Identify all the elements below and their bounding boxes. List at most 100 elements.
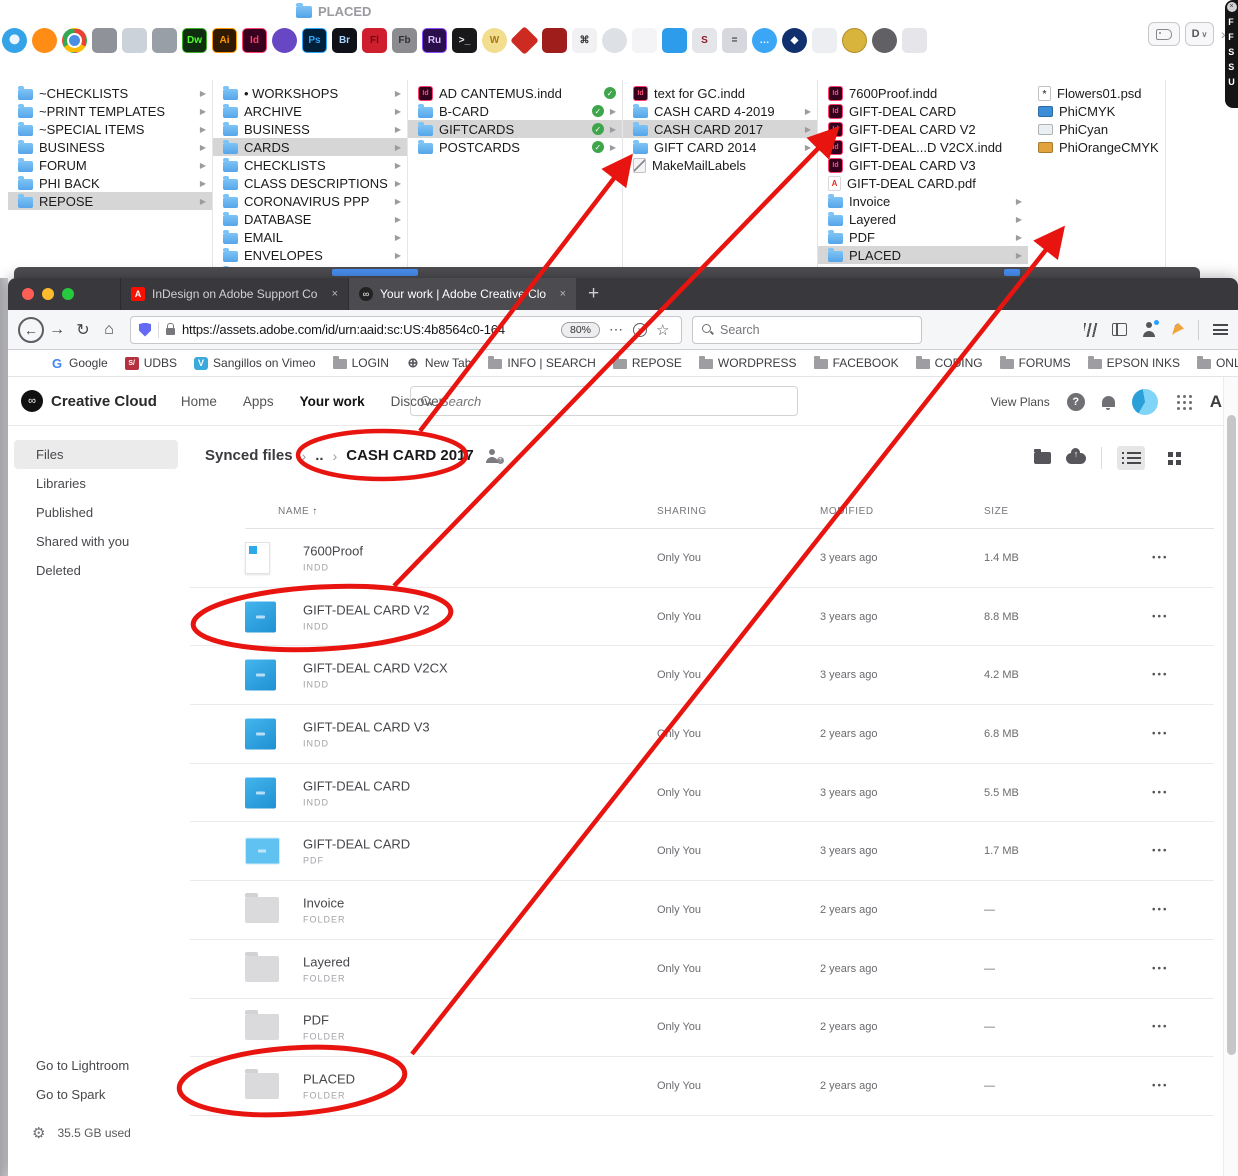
- app-icon[interactable]: ⌘: [572, 27, 597, 53]
- sidebar-item[interactable]: Published: [36, 505, 94, 520]
- app-icon[interactable]: [32, 27, 57, 53]
- file-row[interactable]: GIFT-DEAL CARD V3 INDD Only You 2 years …: [190, 705, 1214, 764]
- bookmark-item[interactable]: INFO | SEARCH: [488, 356, 596, 370]
- finder-item[interactable]: Invoice ✓ ▶: [818, 192, 1028, 210]
- account-icon[interactable]: [1141, 320, 1159, 337]
- tracking-protection-shield-icon[interactable]: [139, 322, 151, 337]
- finder-item[interactable]: ~CHECKLISTS ✓ ▶: [8, 84, 212, 102]
- app-icon[interactable]: S: [692, 27, 717, 53]
- upload-icon[interactable]: [1066, 447, 1086, 464]
- minimize-window-button[interactable]: [42, 288, 54, 300]
- app-icon[interactable]: [632, 27, 657, 53]
- gear-icon[interactable]: ⚙: [32, 1125, 46, 1142]
- finder-item[interactable]: B-CARD ✓ ▶: [408, 102, 622, 120]
- sidebar-item[interactable]: Files: [14, 440, 178, 469]
- finder-item[interactable]: BUSINESS ✓ ▶: [213, 120, 407, 138]
- bookmark-item[interactable]: FORUMS: [999, 356, 1071, 370]
- finder-item[interactable]: MakeMailLabels ✓ ▶: [623, 156, 817, 174]
- bookmark-item[interactable]: EPSON INKS: [1087, 356, 1180, 370]
- finder-item[interactable]: Layered ✓ ▶: [818, 210, 1028, 228]
- app-icon[interactable]: Fb: [392, 27, 417, 53]
- app-icon[interactable]: [272, 27, 297, 53]
- app-icon[interactable]: ◆: [782, 27, 807, 53]
- grid-view-button[interactable]: [1160, 446, 1188, 470]
- app-icon[interactable]: Id: [242, 27, 267, 53]
- finder-item[interactable]: GIFT-DEAL CARD.pdf ✓ ▶: [818, 174, 1028, 192]
- nav-item[interactable]: Apps: [242, 393, 274, 409]
- finder-item[interactable]: FACEBOOK ✓ ▶: [213, 264, 407, 267]
- finder-item[interactable]: DATABASE ✓ ▶: [213, 210, 407, 228]
- app-icon[interactable]: [902, 27, 927, 53]
- library-icon[interactable]: [1084, 322, 1098, 337]
- nav-item[interactable]: Home: [180, 393, 217, 409]
- finder-item[interactable]: GIFTCARDS ✓ ▶: [408, 120, 622, 138]
- finder-item[interactable]: PLACED ✓ ▶: [818, 246, 1028, 264]
- close-icon[interactable]: ×: [1226, 2, 1237, 12]
- finder-item[interactable]: CORONAVIRUS PPP ✓ ▶: [213, 192, 407, 210]
- file-row[interactable]: GIFT-DEAL CARD V2CX INDD Only You 3 year…: [190, 646, 1214, 706]
- finder-item[interactable]: BUSINESS ✓ ▶: [8, 138, 212, 156]
- page-actions-icon[interactable]: ⋯: [609, 321, 625, 337]
- reload-button[interactable]: ↻: [76, 321, 90, 339]
- new-folder-icon[interactable]: [1034, 449, 1051, 464]
- back-button[interactable]: ←: [18, 316, 44, 343]
- more-options-button[interactable]: •••: [1152, 552, 1169, 564]
- more-options-button[interactable]: •••: [1152, 1021, 1169, 1033]
- hamburger-menu-icon[interactable]: [1213, 324, 1228, 335]
- share-folder-icon[interactable]: +: [485, 448, 504, 464]
- app-icon[interactable]: Dw: [182, 27, 207, 53]
- bookmark-item[interactable]: FACEBOOK: [813, 356, 899, 370]
- finder-item[interactable]: ~SPECIAL ITEMS ✓ ▶: [8, 120, 212, 138]
- app-icon[interactable]: Ru: [422, 27, 447, 53]
- finder-item[interactable]: GIFT-DEAL CARD V3 ✓ ▶: [818, 156, 1028, 174]
- forward-button[interactable]: →: [49, 320, 65, 338]
- breadcrumb-ellipsis[interactable]: ..: [315, 447, 324, 464]
- finder-item[interactable]: PDF ✓ ▶: [818, 228, 1028, 246]
- finder-item[interactable]: GIFT CARD 2014 ✓ ▶: [623, 138, 817, 156]
- app-icon[interactable]: W: [482, 27, 507, 53]
- scrollbar-thumb[interactable]: [1227, 415, 1236, 1055]
- new-tab-button[interactable]: +: [588, 283, 600, 304]
- app-icon[interactable]: [62, 27, 87, 53]
- finder-item[interactable]: CHECKLISTS ✓ ▶: [213, 156, 407, 174]
- chevron-right-icon[interactable]: ›: [1221, 26, 1226, 42]
- finder-item[interactable]: Flowers01.psd ✓ ▶: [1028, 84, 1165, 102]
- finder-item[interactable]: ARCHIVE ✓ ▶: [213, 102, 407, 120]
- app-icon[interactable]: …: [752, 27, 777, 53]
- bookmark-item[interactable]: Google: [50, 356, 108, 370]
- avatar[interactable]: [1131, 388, 1158, 415]
- finder-item[interactable]: AD CANTEMUS.indd ✓ ▶: [408, 84, 622, 102]
- finder-item[interactable]: PhiCMYK ✓ ▶: [1028, 102, 1165, 120]
- url-text[interactable]: https://assets.adobe.com/id/urn:aaid:sc:…: [182, 322, 505, 337]
- list-view-button[interactable]: [1117, 446, 1145, 470]
- app-icon[interactable]: [2, 27, 27, 53]
- finder-item[interactable]: GIFT-DEAL CARD ✓ ▶: [818, 102, 1028, 120]
- zoom-window-button[interactable]: [62, 288, 74, 300]
- tab-close-icon[interactable]: ×: [559, 288, 566, 300]
- more-options-button[interactable]: •••: [1152, 1080, 1169, 1092]
- go-to-lightroom-link[interactable]: Go to Lightroom: [36, 1058, 130, 1073]
- finder-item[interactable]: PHI BACK ✓ ▶: [8, 174, 212, 192]
- finder-item[interactable]: PhiOrangeCMYK ✓ ▶: [1028, 138, 1165, 156]
- finder-item[interactable]: GIFT-DEAL...D V2CX.indd ✓ ▶: [818, 138, 1028, 156]
- finder-item[interactable]: CASH CARD 2017 ✓ ▶: [623, 120, 817, 138]
- sidebar-item[interactable]: Deleted: [36, 563, 81, 578]
- app-icon[interactable]: [152, 27, 177, 53]
- file-row[interactable]: Layered FOLDER Only You 2 years ago — ••…: [190, 940, 1214, 999]
- apps-grid-icon[interactable]: [1176, 395, 1180, 398]
- breadcrumb-root[interactable]: Synced files: [205, 447, 293, 464]
- browser-search-field[interactable]: Search: [692, 315, 922, 344]
- finder-item[interactable]: EMAIL ✓ ▶: [213, 228, 407, 246]
- sidebar-item[interactable]: Libraries: [36, 476, 86, 491]
- creative-cloud-logo[interactable]: ∞: [21, 390, 43, 412]
- finder-item[interactable]: ~PRINT TEMPLATES ✓ ▶: [8, 102, 212, 120]
- browser-tab[interactable]: Your work | Adobe Creative Clo ×: [348, 278, 576, 310]
- app-icon[interactable]: =: [722, 27, 747, 53]
- app-icon[interactable]: Fl: [362, 27, 387, 53]
- bookmark-item[interactable]: Sangillos on Vimeo: [194, 356, 316, 370]
- finder-item[interactable]: • WORKSHOPS ✓ ▶: [213, 84, 407, 102]
- file-row[interactable]: GIFT-DEAL CARD V2 INDD Only You 3 years …: [190, 588, 1214, 647]
- file-row[interactable]: PLACED FOLDER Only You 2 years ago — •••: [190, 1057, 1214, 1116]
- more-options-button[interactable]: •••: [1152, 845, 1169, 857]
- app-icon[interactable]: [542, 27, 567, 53]
